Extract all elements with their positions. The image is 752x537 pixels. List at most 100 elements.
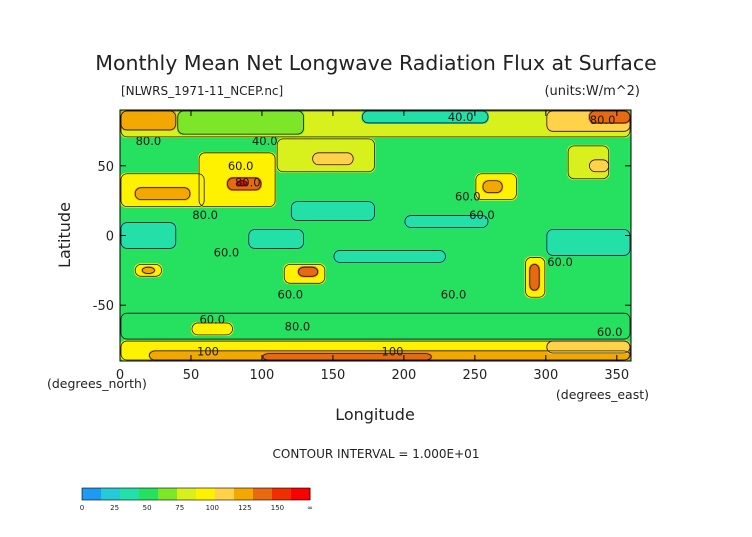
field-region	[588, 110, 631, 124]
colorbar-label: 100	[206, 504, 219, 512]
contour-line	[283, 263, 326, 284]
contour-line	[546, 340, 631, 354]
contour-line	[191, 322, 233, 336]
field-region	[120, 221, 177, 250]
axis-layer: 0 50 100 150 200 250 300 350 -50 0 50	[93, 110, 631, 383]
contour-line	[227, 177, 262, 191]
contour-line	[134, 263, 162, 277]
colorbar-swatch	[253, 488, 273, 500]
contour-label: 60.0	[441, 287, 467, 301]
field-region	[588, 158, 610, 173]
contour-line	[589, 110, 631, 124]
field-region	[545, 228, 631, 257]
contour-line	[236, 180, 248, 187]
contour-label: 60.0	[597, 325, 623, 339]
field-region	[176, 110, 305, 136]
colorbar-label: 125	[238, 504, 251, 512]
x-tick-label: 50	[183, 368, 200, 383]
contour-line	[312, 152, 354, 166]
contour-label: 40.0	[252, 134, 278, 148]
contour-label: 60.0	[547, 255, 573, 269]
contour-label: 60.0	[199, 312, 225, 326]
x-tick-label: 150	[321, 368, 346, 383]
contour-line	[120, 110, 177, 131]
contour-line	[546, 229, 631, 256]
y-tick-label: 50	[97, 160, 114, 175]
colorbar-swatch	[196, 488, 216, 500]
contour-label: 80.0	[235, 176, 261, 190]
colorbar-swatch	[101, 488, 121, 500]
x-tick-label: 0	[116, 368, 124, 383]
contour-line	[333, 250, 446, 263]
field-region	[290, 200, 376, 222]
y-axis-units: (degrees_north)	[47, 376, 147, 391]
colorbar-swatch	[120, 488, 140, 500]
y-tick-label: -50	[93, 299, 114, 314]
field-region	[311, 151, 355, 166]
contour-line	[525, 257, 546, 298]
x-tick-label: 250	[462, 368, 487, 383]
field-region	[134, 186, 191, 201]
y-tick-label: 0	[106, 230, 114, 245]
contour-label: 80.0	[590, 113, 616, 127]
contour-line	[529, 263, 540, 291]
field-region	[120, 312, 631, 341]
contour-line	[482, 180, 503, 194]
contour-line	[198, 152, 276, 208]
contour-line	[141, 266, 155, 274]
colorbar-swatch	[139, 488, 159, 500]
contour-line	[120, 312, 631, 340]
contour-label: 80.0	[136, 134, 162, 148]
contour-line	[120, 173, 205, 208]
contour-interval-note: CONTOUR INTERVAL = 1.000E+01	[273, 447, 480, 461]
contour-label: 60.0	[455, 190, 481, 204]
colorbar-label: ∞	[307, 504, 313, 512]
chart-title: Monthly Mean Net Longwave Radiation Flux…	[95, 51, 656, 75]
colorbar-label: 25	[110, 504, 119, 512]
contour-line	[177, 110, 304, 135]
field-region	[141, 266, 156, 275]
contour-line	[248, 229, 304, 249]
contour-line	[276, 138, 375, 173]
contour-line	[475, 173, 517, 201]
colorbar-swatch	[177, 488, 197, 500]
x-tick-label: 200	[391, 368, 416, 383]
field-region	[361, 110, 490, 124]
contour-label: 60.0	[469, 208, 495, 222]
x-tick-label: 300	[533, 368, 558, 383]
x-axis-units: (degrees_east)	[556, 387, 649, 402]
colorbar-swatch	[234, 488, 254, 500]
colorbar-swatch	[272, 488, 292, 500]
contour-line	[361, 110, 489, 124]
units-label: (units:W/m^2)	[544, 84, 640, 99]
x-axis-title: Longitude	[335, 405, 415, 424]
colorbar-frame	[81, 487, 311, 501]
contour-label: 60.0	[278, 287, 304, 301]
contour-line	[290, 201, 375, 221]
contour-line	[567, 145, 610, 180]
colorbar: 0 25 50 75 100 125 150 ∞	[80, 487, 313, 512]
field-region	[545, 340, 631, 355]
contour-label: 80.0	[285, 319, 311, 333]
source-file-label: [NLWRS_1971-11_NCEP.nc]	[121, 84, 283, 98]
contour-line	[262, 353, 432, 361]
colorbar-swatch	[82, 488, 102, 500]
colorbar-label: 75	[175, 504, 184, 512]
field-region	[332, 249, 447, 264]
x-tick-label: 100	[250, 368, 275, 383]
field-region	[528, 263, 541, 292]
colorbar-swatch	[291, 488, 311, 500]
colorbar-swatch	[215, 488, 235, 500]
contour-line	[134, 187, 191, 201]
contour-layer: 40.0 40.0 60.0 80.0 80.0 80.0 60.0 60.0 60.0 60.0…	[120, 110, 631, 361]
contour-label: 100	[197, 344, 219, 358]
contour-label: 60.0	[228, 159, 254, 173]
contour-label: 80.0	[192, 208, 218, 222]
field-region	[297, 266, 319, 278]
contour-line	[298, 266, 319, 277]
colorbar-swatch	[158, 488, 178, 500]
contour-line	[404, 215, 489, 228]
field-region	[190, 321, 234, 336]
